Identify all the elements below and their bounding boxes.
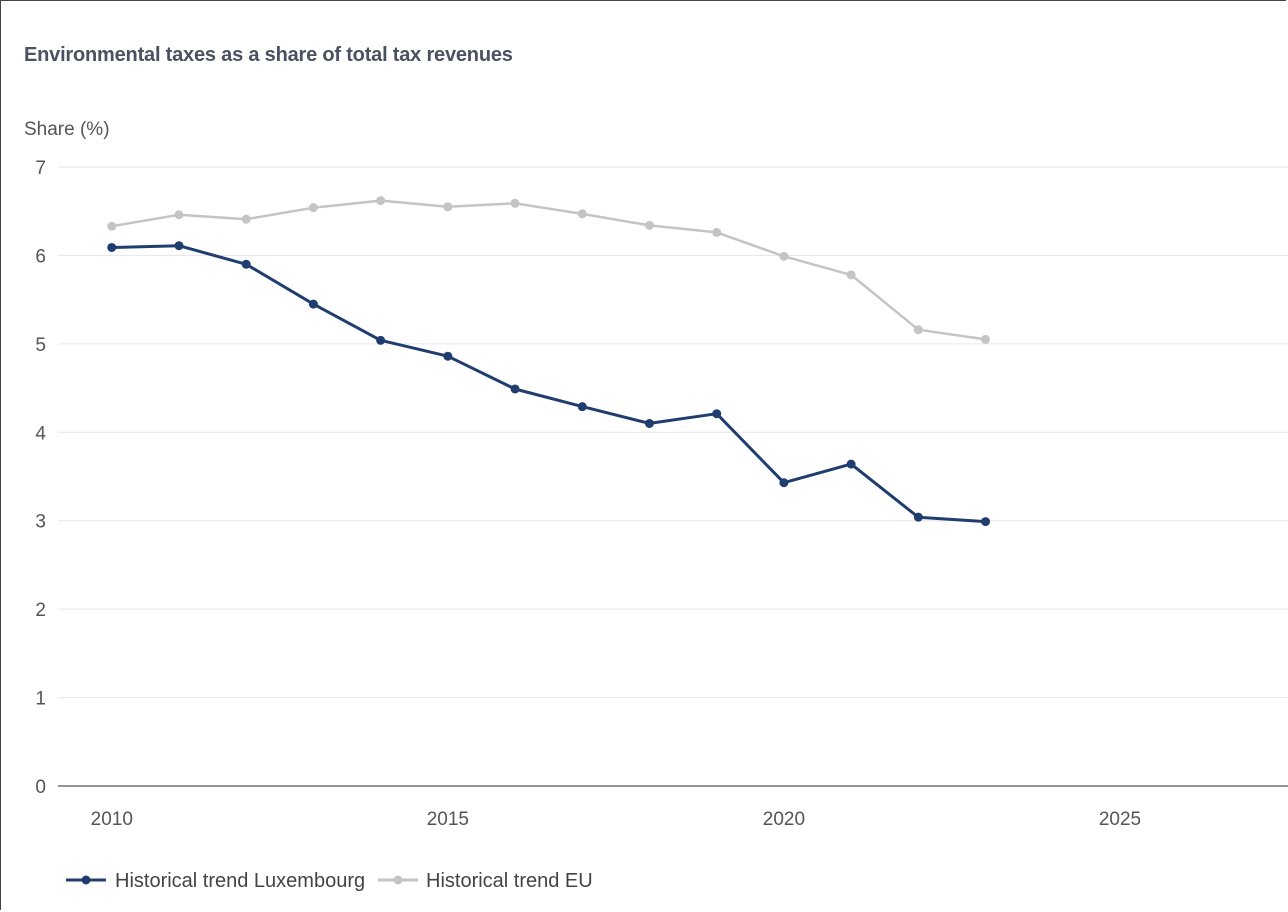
data-point-luxembourg xyxy=(913,512,923,522)
data-point-eu xyxy=(510,198,520,208)
data-point-eu xyxy=(644,220,654,230)
x-axis-ticks: 2010 2015 2020 2025 xyxy=(91,809,1141,830)
data-point-luxembourg xyxy=(443,351,453,361)
x-tick-label: 2020 xyxy=(763,809,805,830)
data-point-luxembourg xyxy=(107,242,117,252)
y-tick-label: 0 xyxy=(35,777,46,798)
chart-title: Environmental taxes as a share of total … xyxy=(24,44,513,66)
data-point-luxembourg xyxy=(241,259,251,269)
y-tick-label: 2 xyxy=(35,600,46,621)
y-tick-label: 6 xyxy=(35,246,46,267)
data-point-luxembourg xyxy=(174,241,184,251)
data-point-eu xyxy=(913,325,923,335)
series-lines xyxy=(107,196,991,527)
data-point-eu xyxy=(443,202,453,212)
x-tick-label: 2025 xyxy=(1099,809,1141,830)
data-point-luxembourg xyxy=(712,409,722,419)
data-point-eu xyxy=(376,196,386,206)
legend-swatch-dot-eu xyxy=(393,875,403,885)
legend-label-eu: Historical trend EU xyxy=(426,870,593,892)
y-tick-label: 1 xyxy=(35,689,46,710)
data-point-luxembourg xyxy=(981,517,991,527)
data-point-eu xyxy=(712,227,722,237)
data-point-eu xyxy=(846,270,856,280)
y-tick-label: 3 xyxy=(35,512,46,533)
x-tick-label: 2015 xyxy=(427,809,469,830)
y-tick-label: 7 xyxy=(35,158,46,179)
legend-label-luxembourg: Historical trend Luxembourg xyxy=(115,870,365,892)
data-point-luxembourg xyxy=(779,478,789,488)
x-tick-label: 2010 xyxy=(91,809,133,830)
data-point-eu xyxy=(308,203,318,213)
y-axis-ticks: 0 1 2 3 4 5 6 7 xyxy=(35,158,46,798)
data-point-eu xyxy=(577,209,587,219)
y-axis-label: Share (%) xyxy=(24,119,110,140)
legend-swatch-dot-luxembourg xyxy=(81,875,91,885)
legend: Historical trend Luxembourg Historical tr… xyxy=(66,870,593,892)
gridlines xyxy=(58,166,1288,787)
data-point-eu xyxy=(981,334,991,344)
data-point-luxembourg xyxy=(376,335,386,345)
y-tick-label: 4 xyxy=(35,423,46,444)
data-point-luxembourg xyxy=(510,384,520,394)
series-line-eu xyxy=(111,199,986,341)
data-point-luxembourg xyxy=(577,402,587,412)
data-point-luxembourg xyxy=(644,418,654,428)
data-point-luxembourg xyxy=(308,299,318,309)
y-tick-label: 5 xyxy=(35,335,46,356)
data-point-eu xyxy=(174,210,184,220)
data-point-eu xyxy=(107,221,117,231)
data-point-luxembourg xyxy=(846,459,856,469)
series-line-luxembourg xyxy=(111,244,986,524)
data-point-eu xyxy=(779,251,789,261)
data-point-eu xyxy=(241,214,251,224)
